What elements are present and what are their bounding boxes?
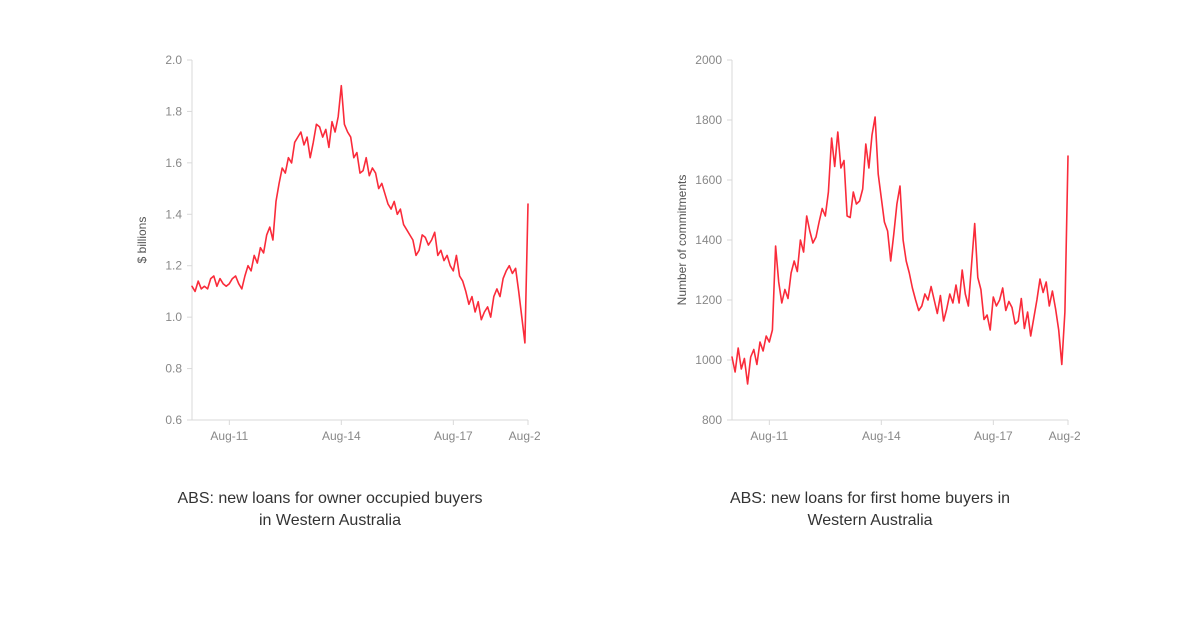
svg-text:0.6: 0.6	[165, 413, 182, 427]
caption-line: Western Australia	[807, 512, 932, 529]
svg-text:Aug-20: Aug-20	[509, 429, 540, 443]
right-panel: 800 1000 1200 1400 1600 1800 2000 Aug-11 Aug-14 A…	[660, 40, 1080, 531]
svg-text:1.4: 1.4	[165, 207, 182, 221]
svg-text:Aug-14: Aug-14	[862, 429, 901, 443]
charts-row: 0.6 0.8 1.0 1.2 1.4 1.6 1.8 2.0 Aug-11 Aug-14 Aug-…	[0, 0, 1200, 628]
svg-text:1800: 1800	[695, 113, 722, 127]
svg-text:1200: 1200	[695, 293, 722, 307]
svg-text:1.8: 1.8	[165, 104, 182, 118]
left-panel: 0.6 0.8 1.0 1.2 1.4 1.6 1.8 2.0 Aug-11 Aug-14 Aug-…	[120, 40, 540, 531]
caption-line: ABS: new loans for first home buyers in	[730, 490, 1010, 507]
svg-text:$ billions: $ billions	[135, 217, 149, 264]
svg-text:2.0: 2.0	[165, 53, 182, 67]
svg-text:1.2: 1.2	[165, 259, 182, 273]
caption-line: ABS: new loans for owner occupied buyers	[177, 490, 482, 507]
svg-text:Aug-20: Aug-20	[1049, 429, 1080, 443]
svg-text:1400: 1400	[695, 233, 722, 247]
svg-text:0.8: 0.8	[165, 362, 182, 376]
left-caption: ABS: new loans for owner occupied buyers…	[177, 488, 482, 531]
svg-text:2000: 2000	[695, 53, 722, 67]
svg-text:1.6: 1.6	[165, 156, 182, 170]
svg-text:1600: 1600	[695, 173, 722, 187]
caption-line: in Western Australia	[259, 512, 401, 529]
line-chart-owner-occupied: 0.6 0.8 1.0 1.2 1.4 1.6 1.8 2.0 Aug-11 Aug-14 Aug-…	[120, 40, 540, 470]
svg-text:Aug-17: Aug-17	[434, 429, 473, 443]
right-caption: ABS: new loans for first home buyers in …	[730, 488, 1010, 531]
svg-text:1000: 1000	[695, 353, 722, 367]
svg-text:Aug-11: Aug-11	[210, 429, 248, 443]
svg-text:Aug-14: Aug-14	[322, 429, 361, 443]
svg-text:Number of commitments: Number of commitments	[675, 175, 689, 306]
svg-text:1.0: 1.0	[165, 310, 182, 324]
svg-text:Aug-11: Aug-11	[750, 429, 788, 443]
svg-text:800: 800	[702, 413, 722, 427]
line-chart-first-home-buyers: 800 1000 1200 1400 1600 1800 2000 Aug-11 Aug-14 A…	[660, 40, 1080, 470]
svg-text:Aug-17: Aug-17	[974, 429, 1013, 443]
